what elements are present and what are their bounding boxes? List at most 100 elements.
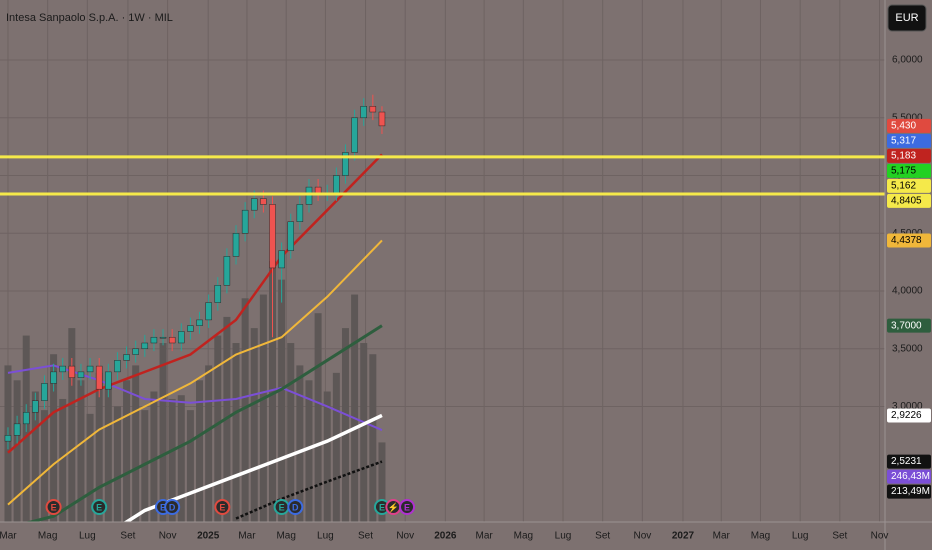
candle-body <box>296 204 304 222</box>
event-label: D <box>169 502 176 512</box>
price-badge-label: 5,430 <box>891 121 916 132</box>
candle-body <box>141 342 149 350</box>
volume-bar <box>113 406 121 522</box>
event-marker <box>287 499 304 515</box>
candle-body <box>278 250 285 269</box>
volume-bar <box>369 354 377 522</box>
event-label: E <box>404 502 410 512</box>
volume-bar <box>287 343 295 522</box>
moving-average-line <box>7 239 383 506</box>
x-tick-label: 2025 <box>197 531 220 542</box>
event-marker <box>399 499 416 515</box>
candle-body <box>232 233 240 257</box>
candle-body <box>4 435 12 442</box>
candle-body <box>314 186 322 194</box>
y-tick-label: 3,5000 <box>892 343 923 354</box>
volume-bar <box>77 380 85 522</box>
y-tick-label: 6,0000 <box>892 55 923 66</box>
volume-badge <box>887 469 931 484</box>
volume-bar <box>269 261 277 522</box>
volume-bar <box>104 387 112 522</box>
price-badge <box>887 133 931 148</box>
x-tick-label: Mar <box>238 531 256 542</box>
volume-bar <box>50 354 58 522</box>
candle-body <box>378 111 386 127</box>
x-tick-label: Set <box>358 531 373 542</box>
price-badge-label: 4,4378 <box>891 235 922 246</box>
price-badge <box>887 193 931 208</box>
candle-body <box>260 198 267 205</box>
candle-body <box>269 204 276 269</box>
price-badge-label: 3,7000 <box>891 320 922 331</box>
x-tick-label: Mag <box>751 531 770 542</box>
candle-body <box>50 371 57 384</box>
volume-bar <box>196 380 204 522</box>
volume-bar <box>186 410 194 522</box>
volume-bar <box>332 372 340 522</box>
volume-bar <box>159 343 167 522</box>
price-badge <box>887 318 931 333</box>
candle-body <box>351 117 358 153</box>
volume-bar <box>232 343 240 522</box>
y-tick-label: 3,0000 <box>892 401 923 412</box>
candle-body <box>251 198 258 211</box>
event-label: E <box>279 502 285 512</box>
plot <box>0 94 885 522</box>
candle-body <box>95 365 103 390</box>
x-tick-label: Mag <box>276 531 295 542</box>
volume-bar <box>341 328 349 522</box>
volume-bar <box>214 335 222 522</box>
price-badge-label: 4,8405 <box>891 196 922 207</box>
volume-bar <box>168 398 176 522</box>
price-badge-label: 2,5231 <box>891 456 922 467</box>
price-badge-label: 5,162 <box>891 181 916 192</box>
x-tick-label: Set <box>832 531 847 542</box>
x-tick-label: Mar <box>713 531 731 542</box>
volume-bar <box>141 410 149 522</box>
candle-body <box>86 365 94 373</box>
y-tick-label: 5,5000 <box>892 112 923 123</box>
x-tick-label: Nov <box>633 531 651 542</box>
candle-body <box>105 371 112 390</box>
volume-bar <box>296 365 304 522</box>
candle-body <box>22 412 30 425</box>
currency-label[interactable]: EUR <box>895 12 918 24</box>
price-badge-label: 5,175 <box>891 166 916 177</box>
price-badge-label: 5,183 <box>891 151 916 162</box>
candle-body <box>214 285 222 303</box>
price-badge-label: 5,317 <box>891 136 916 147</box>
volume-bar <box>323 391 331 522</box>
moving-average-line <box>24 324 383 522</box>
x-tick-label: Lug <box>317 531 334 542</box>
event-label: E <box>379 502 385 512</box>
volume-bar <box>132 365 140 522</box>
volume-bar <box>205 365 213 522</box>
x-tick-label: Lug <box>79 531 96 542</box>
grid <box>0 0 885 522</box>
volume-bar <box>259 294 267 522</box>
volume-bar <box>314 313 322 522</box>
candle-body <box>123 354 130 361</box>
event-marker <box>214 499 231 515</box>
x-tick-label: Lug <box>555 531 572 542</box>
volume-badge-label: 213,49M <box>891 486 930 497</box>
volume-bar <box>123 380 131 522</box>
price-badge <box>887 454 931 469</box>
event-label: E <box>96 502 102 512</box>
x-tick-label: Mar <box>475 531 493 542</box>
price-badge <box>887 408 931 423</box>
candle-body <box>41 383 48 401</box>
price-badge <box>887 178 931 193</box>
volume-bar <box>351 294 359 522</box>
candle-body <box>196 319 203 326</box>
x-tick-label: Nov <box>871 531 889 542</box>
volume-bar <box>31 391 39 522</box>
candle-body <box>287 221 294 251</box>
volume-bar <box>177 395 185 522</box>
currency-button[interactable] <box>887 4 927 32</box>
candle-body <box>205 302 212 321</box>
candle-body <box>241 209 249 234</box>
candle-body <box>305 186 313 205</box>
volume-bar <box>68 328 76 522</box>
